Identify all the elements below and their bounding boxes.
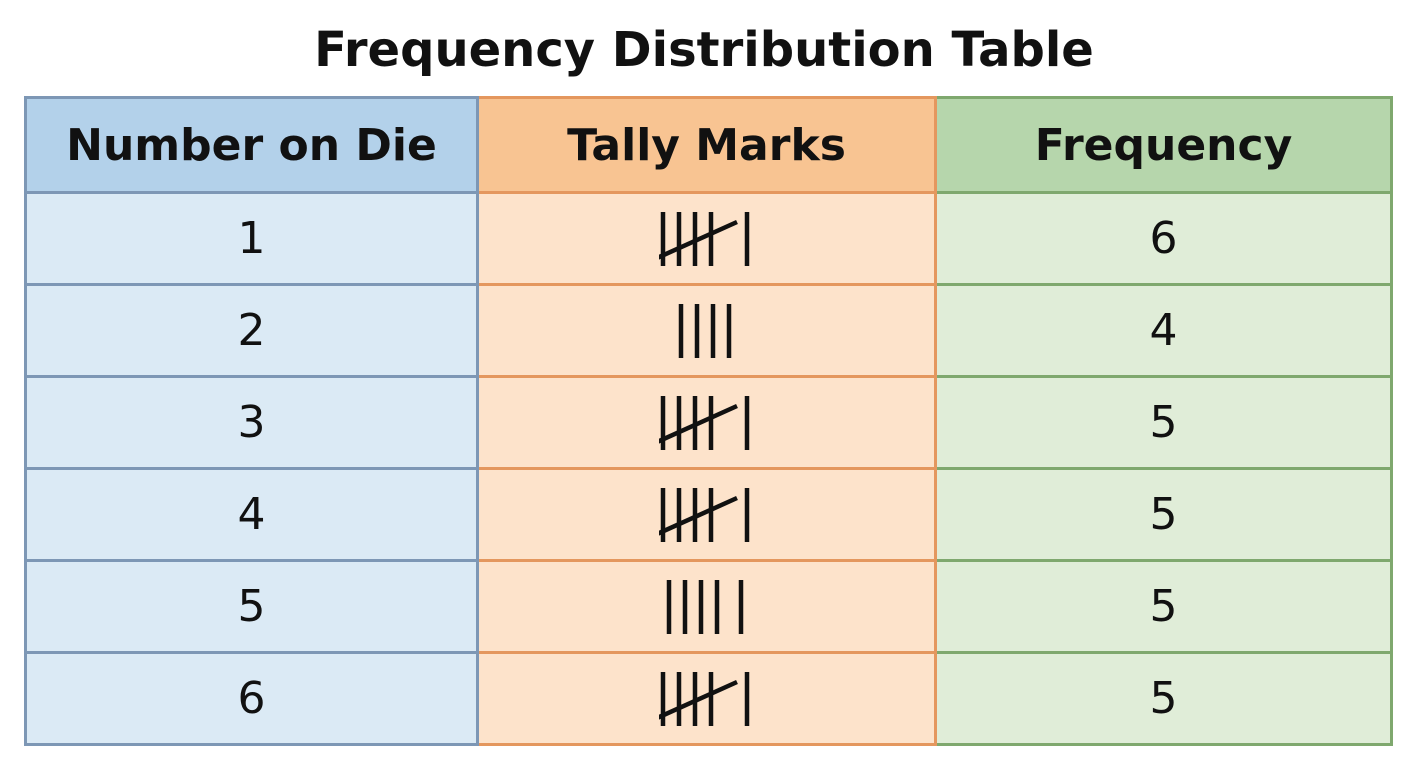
tally-slash	[658, 219, 738, 260]
tally-marks-icon	[658, 395, 749, 450]
cell-tally	[476, 467, 937, 562]
tally-marks-icon	[658, 671, 749, 726]
cell-tally	[476, 651, 937, 746]
tally-marks-icon	[658, 487, 749, 542]
cell-frequency: 6	[934, 191, 1393, 286]
tally-marks-icon	[678, 303, 731, 358]
tally-slash	[658, 495, 738, 536]
cell-tally	[476, 191, 937, 286]
tally-slash	[658, 403, 738, 444]
cell-tally	[476, 283, 937, 378]
header-tally-marks: Tally Marks	[476, 96, 937, 194]
cell-frequency: 4	[934, 283, 1393, 378]
cell-frequency: 5	[934, 375, 1393, 470]
cell-number: 2	[24, 283, 479, 378]
header-row: Number on Die Tally Marks Frequency	[24, 96, 1393, 194]
cell-frequency: 5	[934, 467, 1393, 562]
cell-number: 5	[24, 559, 479, 654]
cell-number: 6	[24, 651, 479, 746]
cell-number: 3	[24, 375, 479, 470]
table-title: Frequency Distribution Table	[314, 22, 1094, 78]
header-number-on-die: Number on Die	[24, 96, 479, 194]
tally-marks-icon	[666, 579, 743, 634]
cell-number: 1	[24, 191, 479, 286]
tally-marks-icon	[658, 211, 749, 266]
cell-tally	[476, 375, 937, 470]
tally-slash	[658, 679, 738, 720]
cell-frequency: 5	[934, 559, 1393, 654]
header-frequency: Frequency	[934, 96, 1393, 194]
cell-frequency: 5	[934, 651, 1393, 746]
cell-number: 4	[24, 467, 479, 562]
cell-tally	[476, 559, 937, 654]
